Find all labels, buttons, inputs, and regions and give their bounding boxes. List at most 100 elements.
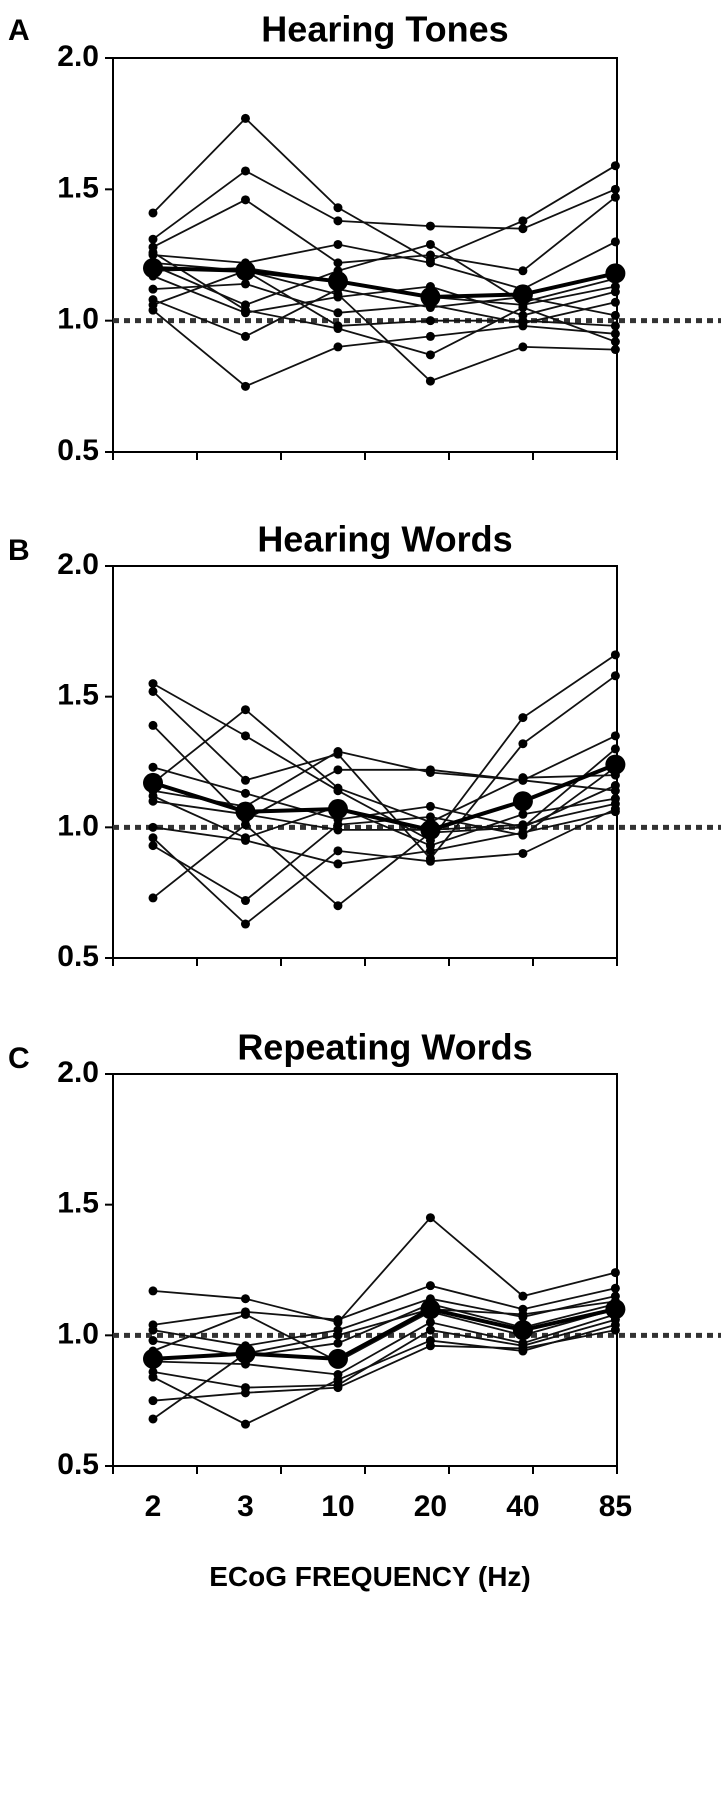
data-point [333,308,343,318]
series-line-10 [152,269,616,327]
data-point [240,705,250,715]
data-point [518,321,528,331]
data-point [333,289,343,299]
data-point [610,297,620,307]
series-line-7 [152,1318,616,1389]
data-point [518,713,528,723]
data-point [148,1372,158,1382]
y-tick-label: 1.0 [57,303,99,336]
y-tick-label: 1.5 [57,1187,99,1220]
data-point [240,919,250,929]
data-point [333,1375,343,1385]
data-point [518,830,528,840]
data-point [148,893,158,903]
chart-panel-a: A Hearing Tones 0.5 1.0 1.5 2.0 [8,9,721,467]
mean-series-line [152,1307,616,1361]
chart-title: Hearing Tones [261,9,508,50]
y-tick-label: 2.0 [57,548,99,581]
data-point [333,258,343,268]
data-point [518,809,528,819]
data-point [148,796,158,806]
data-point [610,237,620,247]
series-line-6 [152,267,616,306]
data-point [518,303,528,313]
data-point [610,1268,620,1278]
series-line-1 [152,1216,616,1324]
y-tick-label: 1.5 [57,171,99,204]
mean-data-point [512,1320,533,1341]
data-point [333,747,343,757]
y-tick-label: 2.0 [57,40,99,73]
data-point [610,337,620,347]
data-point [610,781,620,791]
data-point [425,1317,435,1327]
data-point [333,783,343,793]
data-point [333,846,343,856]
data-point [610,329,620,339]
x-axis-label: ECoG FREQUENCY (Hz) [209,1561,531,1592]
data-point [240,166,250,176]
data-point [333,216,343,226]
data-point [240,896,250,906]
mean-data-point [235,260,256,281]
chart-panel-c: C Repeating Words 0.5 1.0 1.5 2.0 2 3 10 20 40 85 EC… [8,1027,721,1592]
data-point [425,239,435,249]
data-point [333,765,343,775]
chart-panel-b: B Hearing Words 0.5 1.0 1.5 2.0 [8,519,721,973]
data-point [148,841,158,851]
panel-letter: A [8,14,30,47]
data-point [240,788,250,798]
data-point [148,822,158,832]
y-tick-label: 0.5 [57,1448,99,1481]
x-tick-label: 20 [414,1490,447,1523]
mean-data-point [605,754,626,775]
mean-data-point [512,791,533,812]
data-point [610,287,620,297]
data-point [333,901,343,911]
data-point [240,775,250,785]
data-point [148,762,158,772]
data-point [610,321,620,331]
data-point [610,1325,620,1335]
y-tick-label: 0.5 [57,940,99,973]
mean-series-line [152,266,616,300]
data-point [240,731,250,741]
series-line-2 [152,675,616,861]
data-point [333,203,343,213]
data-point [148,305,158,315]
data-point [240,331,250,341]
data-point [610,184,620,194]
data-point [610,345,620,355]
mean-data-point [605,1299,626,1320]
data-point [240,113,250,123]
data-point [610,804,620,814]
data-point [610,744,620,754]
series-line-8 [152,1324,616,1426]
panel-letter: C [8,1042,30,1075]
data-point [333,239,343,249]
data-point [425,258,435,268]
data-point [425,350,435,360]
data-point [240,381,250,391]
series-line-6 [152,750,616,808]
data-point [425,856,435,866]
panel-letter: B [8,534,30,567]
data-point [518,739,528,749]
data-point [425,331,435,341]
data-point [148,247,158,257]
data-point [610,650,620,660]
series-line-5 [152,1308,616,1363]
data-point [518,822,528,832]
data-point [610,310,620,320]
series-line-12 [152,784,616,907]
chart-title: Repeating Words [237,1027,532,1068]
data-point [518,342,528,352]
x-tick-label: 85 [599,1490,632,1523]
series-line-12 [152,251,616,356]
data-point [518,1309,528,1319]
data-point [148,1414,158,1424]
mean-data-point [143,258,163,279]
y-tick-label: 1.5 [57,679,99,712]
data-point [518,848,528,858]
